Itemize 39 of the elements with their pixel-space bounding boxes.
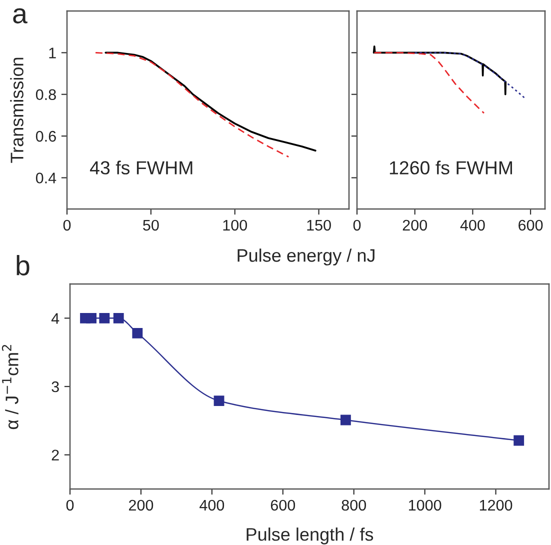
y-axis-title: Transmission (10, 58, 24, 163)
point (214, 396, 224, 406)
point (132, 328, 143, 338)
x-axis-title: Pulse length / fs (246, 528, 374, 544)
x-tick-label: 1200 (480, 500, 512, 511)
y-tick-label: 0.8 (36, 89, 56, 100)
point (113, 312, 124, 324)
x-tick-label: 400 (460, 220, 485, 231)
annotation: 1260 fs FWHM (390, 160, 512, 174)
y-tick-label: 0.4 (36, 172, 56, 184)
y-tick-label: 2 (52, 450, 59, 460)
y-tick-label: 3 (52, 381, 59, 392)
annotation: 43 fs FWHM (90, 160, 192, 174)
point (99, 312, 110, 324)
point (340, 414, 351, 426)
point (514, 435, 524, 446)
x-tick-label: 200 (128, 500, 154, 511)
x-tick-label: 1000 (408, 500, 442, 511)
x-tick-label: 0 (63, 220, 71, 231)
x-tick-label: 150 (307, 220, 331, 231)
y-tick-label: 1 (49, 48, 56, 58)
line-series (104, 52, 316, 152)
x-tick-label: 600 (518, 220, 543, 231)
x-tick-label: 100 (223, 220, 248, 231)
x-tick-label: 800 (342, 500, 366, 511)
y-axis-title: α / J$^{−1}$cm$^{2}$ (2, 345, 18, 430)
x-tick-label: 50 (143, 220, 159, 231)
point (86, 312, 96, 324)
x-axis-title: Pulse energy / nJ (238, 248, 374, 266)
x-tick-label: 0 (66, 500, 74, 511)
text: a (13, 8, 28, 24)
y-tick-label: 0.6 (36, 130, 56, 142)
x-tick-label: 0 (353, 220, 361, 231)
y-tick-label: 4 (51, 313, 60, 324)
x-tick-label: 600 (270, 500, 296, 511)
text: b (16, 255, 30, 276)
line-series (94, 52, 290, 158)
x-tick-label: 200 (402, 220, 427, 231)
x-tick-label: 400 (200, 500, 224, 511)
